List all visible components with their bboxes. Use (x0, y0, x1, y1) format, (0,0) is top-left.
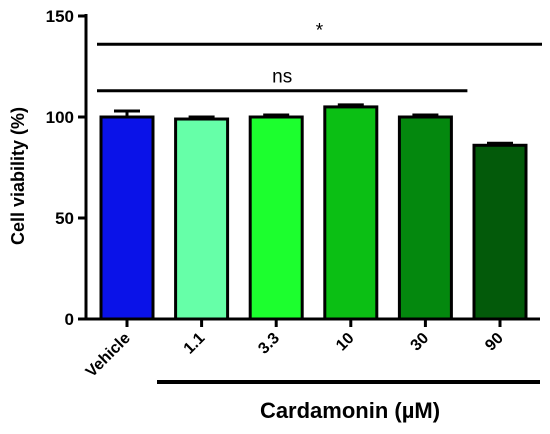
annotations-layer: * ns (97, 20, 542, 93)
bars-layer (99, 103, 528, 321)
x-tick-label-2: 3.3 (255, 330, 283, 358)
bar-0 (99, 115, 155, 321)
x-tick-label-0: Vehicle (83, 330, 134, 381)
bar-4 (397, 115, 453, 321)
y-tick-label-3: 150 (46, 7, 74, 26)
y-tick-label-1: 50 (55, 209, 74, 228)
x-group-title: Cardamonin (µM) (260, 398, 440, 423)
bar-5 (472, 143, 528, 321)
x-tick-label-4: 30 (408, 330, 433, 355)
bar-3 (323, 105, 379, 321)
x-tick-label-5: 90 (482, 330, 507, 355)
x-tick-label-3: 10 (333, 330, 358, 355)
significance-label-1: ns (272, 67, 292, 88)
y-axis-title: Cell viability (%) (8, 107, 28, 245)
bar-2 (248, 115, 304, 321)
y-tick-label-0: 0 (65, 310, 74, 329)
bar-1 (174, 117, 230, 321)
x-tick-label-1: 1.1 (181, 330, 209, 358)
significance-label-0: * (316, 20, 324, 41)
y-tick-label-2: 100 (46, 108, 74, 127)
